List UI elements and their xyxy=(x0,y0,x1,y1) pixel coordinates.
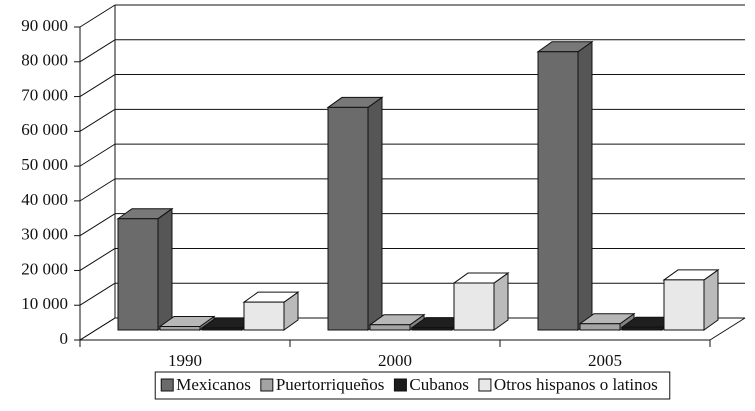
legend: Mexicanos Puertorriqueños Cubanos Otros his… xyxy=(154,371,671,400)
y-tick-label: 0 xyxy=(60,329,69,348)
bar-front xyxy=(537,51,579,331)
bar-front xyxy=(243,301,285,331)
legend-label: Cubanos xyxy=(409,375,469,394)
bar xyxy=(452,272,510,331)
x-tick-label: 1990 xyxy=(168,351,202,370)
bar-front xyxy=(327,106,369,331)
bar-front xyxy=(159,326,201,331)
legend-label: Otros hispanos o latinos xyxy=(494,375,658,394)
y-tick-label: 40 000 xyxy=(21,190,68,209)
legend-label: Mexicanos xyxy=(176,375,251,394)
bar-front xyxy=(369,324,411,331)
bar-front xyxy=(117,218,159,331)
bar-side xyxy=(577,40,593,331)
y-tick-label: 50 000 xyxy=(21,155,68,174)
grid-diagonal xyxy=(79,317,116,341)
y-tick-label: 20 000 xyxy=(21,259,68,278)
legend-box xyxy=(154,371,671,400)
bar xyxy=(368,313,426,331)
bar-front xyxy=(579,323,621,331)
bar-front xyxy=(453,282,495,331)
x-tick-label: 2005 xyxy=(588,351,622,370)
bar xyxy=(662,268,720,331)
grid-diagonal xyxy=(79,143,116,167)
grid-diagonal xyxy=(79,178,116,202)
bar-front xyxy=(411,327,453,331)
back-wall-axis xyxy=(79,5,116,341)
bar-front xyxy=(663,279,705,331)
bar-front xyxy=(201,327,243,331)
legend-swatch xyxy=(393,378,407,392)
grid-diagonal xyxy=(79,248,116,271)
bar-front xyxy=(621,326,663,331)
y-tick-label: 90 000 xyxy=(21,16,68,35)
legend-swatch xyxy=(160,378,174,392)
floor-right xyxy=(709,317,746,341)
legend-swatch xyxy=(260,378,274,392)
bar-side xyxy=(157,207,173,331)
grid-diagonal xyxy=(79,282,116,306)
legend-label: Puertorriqueños xyxy=(276,375,385,394)
bar xyxy=(536,40,594,331)
y-tick-label: 70 000 xyxy=(21,85,68,104)
y-tick-label: 60 000 xyxy=(21,120,68,139)
legend-swatch xyxy=(478,378,492,392)
bar xyxy=(242,291,300,331)
grid-diagonal xyxy=(79,213,116,237)
grid-diagonal xyxy=(79,4,116,28)
y-tick-label: 80 000 xyxy=(21,51,68,70)
grid-diagonal xyxy=(79,39,116,63)
bar xyxy=(116,207,174,331)
bar xyxy=(578,312,636,331)
x-tick-label: 2000 xyxy=(378,351,412,370)
grid-diagonal xyxy=(79,74,116,97)
grid-diagonal xyxy=(79,108,116,132)
bar-side xyxy=(367,96,383,331)
y-tick-label: 30 000 xyxy=(21,225,68,244)
y-tick-label: 10 000 xyxy=(21,294,68,313)
bar xyxy=(326,96,384,331)
